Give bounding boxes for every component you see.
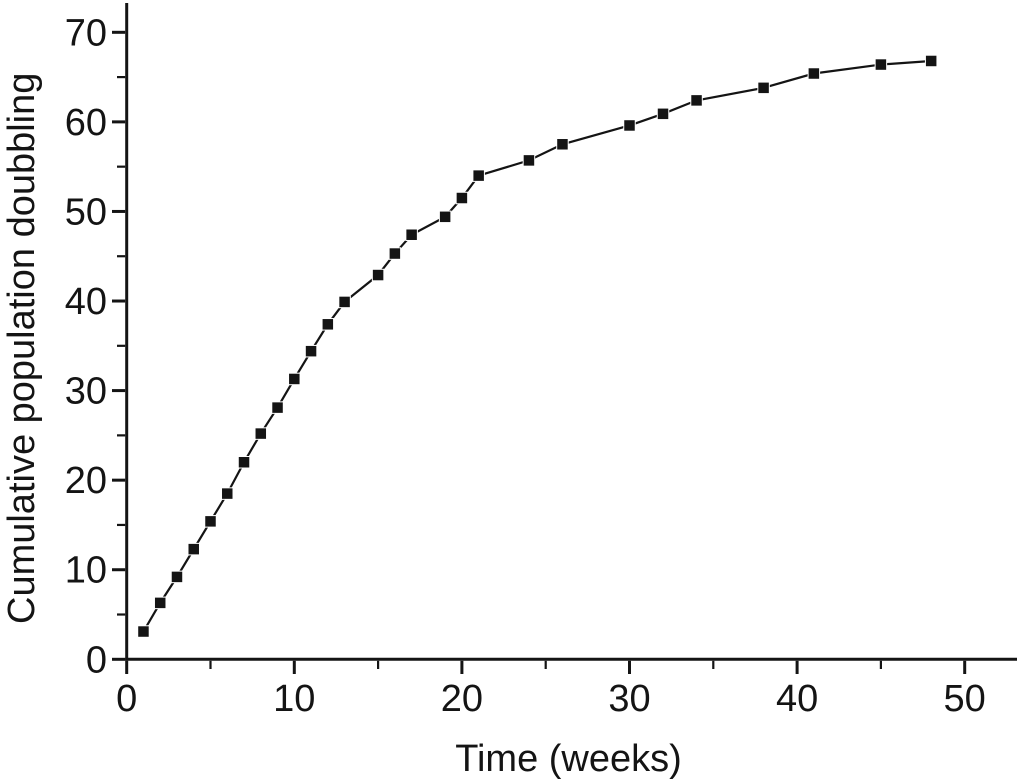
data-point-marker	[271, 401, 284, 414]
data-point-marker	[874, 58, 888, 71]
data-point-marker	[656, 107, 670, 121]
data-point-marker	[221, 487, 234, 500]
x-axis-title: Time (weeks)	[455, 738, 682, 780]
x-tick-label: 30	[608, 678, 650, 720]
data-point-marker	[623, 119, 636, 132]
data-point-marker	[237, 455, 251, 469]
data-point-marker	[807, 67, 821, 80]
data-point-marker	[757, 81, 770, 95]
y-tick-label: 60	[65, 102, 107, 144]
x-tick-label: 40	[776, 678, 818, 720]
y-tick-label: 20	[65, 460, 107, 502]
x-tick-label: 10	[273, 678, 315, 720]
data-point-marker	[187, 542, 200, 556]
data-point-marker	[438, 210, 452, 224]
data-point-marker	[924, 54, 938, 68]
data-point-marker	[204, 515, 217, 528]
data-line	[142, 59, 932, 633]
y-tick-label: 0	[86, 639, 107, 681]
y-axis-title: Cumulative population doubbling	[1, 72, 43, 624]
data-point-marker	[472, 169, 485, 182]
data-point-marker	[388, 247, 402, 260]
data-point-marker	[690, 94, 703, 107]
data-point-marker	[455, 191, 469, 205]
data-point-marker	[405, 228, 418, 241]
data-point-marker	[338, 295, 351, 309]
data-point-marker	[304, 344, 318, 358]
y-tick-label: 10	[65, 550, 107, 592]
x-tick-label: 20	[441, 678, 483, 720]
data-point-marker	[254, 427, 268, 440]
x-tick-label: 50	[944, 678, 986, 720]
data-point-marker	[170, 570, 184, 584]
data-point-marker	[522, 154, 536, 167]
y-tick-label: 70	[65, 12, 107, 54]
data-point-marker	[153, 596, 167, 610]
y-tick-label: 50	[65, 191, 107, 233]
data-point-marker	[371, 268, 385, 282]
y-tick-label: 30	[65, 371, 107, 413]
data-point-marker	[137, 625, 150, 638]
data-point-marker	[288, 372, 301, 386]
x-tick-label: 0	[116, 678, 137, 720]
y-tick-label: 40	[65, 281, 107, 323]
data-point-marker	[321, 318, 335, 331]
data-point-marker	[556, 138, 569, 151]
